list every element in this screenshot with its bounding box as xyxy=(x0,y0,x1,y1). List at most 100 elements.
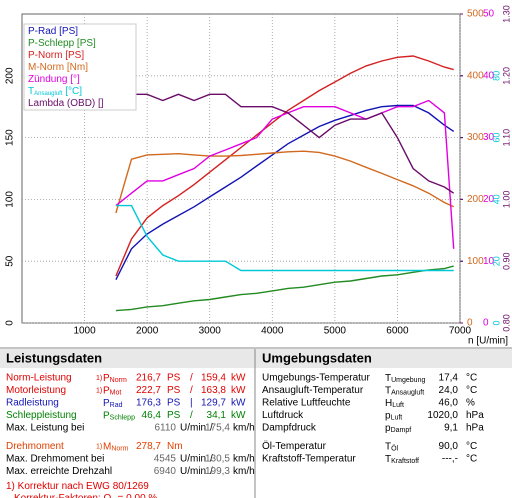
series-line xyxy=(115,265,454,312)
row-sep: | xyxy=(190,398,193,409)
legend-name: Zündung [°] xyxy=(28,74,80,85)
y-tick-label: 200 xyxy=(5,67,16,84)
footnote-sub: v xyxy=(111,497,115,498)
right-tick-label: 1.30 xyxy=(501,5,511,23)
env-symbol: TÖl xyxy=(385,441,399,452)
x-tick-label: 5000 xyxy=(324,326,347,337)
x-tick-label: 2000 xyxy=(136,326,159,337)
row-symbol: PMot xyxy=(103,385,121,396)
symbol-sub: Schlepp xyxy=(110,414,135,421)
legend-name: P-Schlepp [PS] xyxy=(28,38,96,49)
row-label: Schleppleistung xyxy=(6,410,77,421)
symbol-sub: Luft xyxy=(392,402,404,409)
right-tick-label: 30 xyxy=(483,132,495,143)
legend-name: T xyxy=(28,86,34,97)
env-unit: % xyxy=(466,398,475,409)
symbol-sub: Norm xyxy=(110,377,127,384)
x-tick-label: 4000 xyxy=(261,326,284,337)
env-unit: °C xyxy=(466,454,477,465)
right-tick-label: 200 xyxy=(467,194,484,205)
symbol-sub: Dampf xyxy=(391,427,412,434)
right-tick-label: 0 xyxy=(491,320,501,325)
right-tick-label: 40 xyxy=(491,194,501,204)
env-value: 17,4 xyxy=(439,373,459,384)
row-unit: U/min xyxy=(180,423,206,434)
env-unit: °C xyxy=(466,385,477,396)
row-label: Max. Drehmoment bei xyxy=(6,454,104,465)
row-label: Max. Leistung bei xyxy=(6,423,84,434)
row-sep: / xyxy=(210,454,213,465)
row-value: 176,3 xyxy=(136,398,161,409)
row-label: Motorleistung xyxy=(6,385,66,396)
footnote-rest: = 0,00 % xyxy=(115,493,158,498)
row-unit2: km/h xyxy=(233,454,255,465)
symbol: P xyxy=(103,373,110,384)
footnote: Korrektur-Faktoren: Qv = 0,00 % xyxy=(14,493,157,498)
env-symbol: pDampf xyxy=(385,423,411,434)
symbol-sub: Norm xyxy=(111,445,128,452)
row-value: 6940 xyxy=(154,466,177,477)
right-tick-label: 80 xyxy=(491,71,501,81)
symbol: p xyxy=(385,423,391,434)
section-title: Leistungsdaten xyxy=(6,350,102,365)
right-tick-label: 300 xyxy=(467,132,484,143)
env-value: ---,- xyxy=(442,454,458,465)
row-unit: PS xyxy=(167,398,181,409)
row-value: 222,7 xyxy=(136,385,161,396)
row-value2: 199,3 xyxy=(205,466,230,477)
env-label: Ansaugluft-Temperatur xyxy=(262,385,364,396)
legend-name: P-Norm [PS] xyxy=(28,50,84,61)
row-sep: / xyxy=(190,410,193,421)
symbol: P xyxy=(103,398,110,409)
right-tick-label: 60 xyxy=(491,133,501,143)
row-symbol: PNorm xyxy=(103,373,127,384)
row-label: Norm-Leistung xyxy=(6,373,72,384)
row-unit: Nm xyxy=(167,441,183,452)
row-unit2: km/h xyxy=(233,466,255,477)
legend-unit: [°C] xyxy=(62,86,82,97)
y-tick-label: 150 xyxy=(5,129,16,146)
env-symbol: TAnsaugluft xyxy=(385,385,424,396)
env-value: 90,0 xyxy=(439,441,459,452)
x-axis-label: n [U/min] xyxy=(468,336,508,347)
env-symbol: HLuft xyxy=(385,398,404,409)
symbol: H xyxy=(385,398,392,409)
env-label: Dampfdruck xyxy=(262,423,317,434)
row-symbol: PRad xyxy=(103,398,123,409)
series-line xyxy=(115,104,455,281)
header-band xyxy=(0,349,512,368)
right-tick-label: 50 xyxy=(483,9,495,20)
x-tick-label: 7000 xyxy=(449,326,472,337)
row-note: 1) xyxy=(96,387,102,394)
symbol-sub: Mot xyxy=(110,389,122,396)
row-unit2: kW xyxy=(231,398,246,409)
symbol: T xyxy=(385,441,391,452)
row-value: 6110 xyxy=(154,423,176,434)
row-label: Radleistung xyxy=(6,398,59,409)
legend-entry: TAnsaugluft [°C] xyxy=(28,86,82,97)
symbol: P xyxy=(103,385,110,396)
right-tick-label: 0.80 xyxy=(501,314,511,332)
env-symbol: TUmgebung xyxy=(385,373,425,384)
symbol-sub: Umgebung xyxy=(391,377,425,384)
right-tick-label: 20 xyxy=(491,256,501,266)
row-note: 1) xyxy=(96,443,102,450)
row-unit2: kW xyxy=(231,385,246,396)
series-line xyxy=(115,204,454,272)
symbol-sub: Luft xyxy=(391,414,403,421)
symbol: p xyxy=(385,410,391,421)
row-value2: 159,4 xyxy=(201,373,226,384)
env-unit: °C xyxy=(466,373,477,384)
y-tick-label: 0 xyxy=(5,320,16,326)
row-value: 46,4 xyxy=(142,410,162,421)
series-line xyxy=(115,55,454,277)
symbol: T xyxy=(385,385,391,396)
env-symbol: TKraftstoff xyxy=(385,454,419,465)
right-tick-label: 10 xyxy=(483,256,495,267)
symbol-sub: Rad xyxy=(110,402,123,409)
symbol: M xyxy=(103,441,111,452)
env-value: 1020,0 xyxy=(427,410,458,421)
row-value: 4545 xyxy=(154,454,177,465)
symbol: P xyxy=(103,410,110,421)
